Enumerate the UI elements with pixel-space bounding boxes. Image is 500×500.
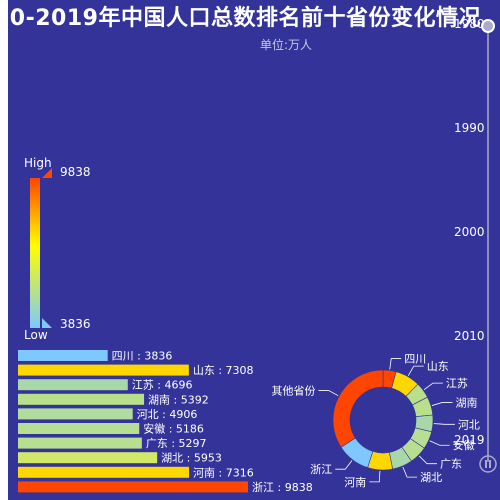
bar-label-河北: 河北 : 4906 (137, 408, 198, 421)
timeline[interactable]: 1980 1990 2000 2010 2019 (454, 17, 497, 473)
visual-map-low-label: Low (24, 328, 48, 342)
bar-label-安徽: 安徽 : 5186 (143, 422, 204, 436)
bar-江苏[interactable] (18, 379, 128, 391)
pie-leader-广东 (418, 455, 437, 465)
visual-map-low-handle[interactable] (42, 318, 52, 328)
bar-广东[interactable] (18, 437, 142, 449)
bar-label-江苏: 江苏 : 4696 (132, 379, 193, 392)
pie-label-湖北: 湖北 (420, 471, 442, 484)
bar-label-湖南: 湖南 : 5392 (148, 393, 209, 406)
pie-leader-江苏 (423, 382, 443, 391)
pie-leader-河北 (433, 423, 455, 425)
pie-leader-安徽 (429, 440, 450, 446)
pie-label-江苏: 江苏 (446, 377, 468, 390)
timeline-current-marker[interactable] (481, 19, 495, 33)
chart-canvas: High 9838 3836 Low 1980 1990 2000 2010 2… (18, 17, 497, 494)
bar-label-山东: 山东 : 7308 (193, 364, 254, 377)
pie-slice-其他省份[interactable] (332, 369, 384, 448)
bar-安徽[interactable] (18, 423, 140, 434)
pie-leader-浙江 (335, 460, 353, 470)
bar-浙江[interactable] (18, 481, 248, 493)
bar-河北[interactable] (18, 408, 133, 420)
visual-map-min-value: 3836 (60, 317, 91, 331)
visual-map[interactable]: High 9838 3836 Low (24, 156, 91, 342)
bar-label-河南: 河南 : 7316 (193, 466, 254, 479)
bar-湖南[interactable] (18, 393, 145, 405)
bar-label-四川: 四川 : 3836 (112, 350, 173, 363)
bar-label-广东: 广东 : 5297 (146, 437, 207, 450)
chart-title: 80-2019年中国人口总数排名前十省份变化情况 (8, 6, 481, 31)
timeline-tick-2019[interactable]: 2019 (454, 433, 485, 447)
pie-label-山东: 山东 (427, 360, 449, 373)
visual-map-high-label: High (24, 156, 52, 170)
timeline-tick-2000[interactable]: 2000 (454, 225, 485, 239)
pie-label-四川: 四川 (404, 353, 426, 366)
bar-河南[interactable] (18, 466, 190, 478)
bar-山东[interactable] (18, 364, 189, 376)
bar-label-湖北: 湖北 : 5953 (161, 452, 222, 465)
pie-label-河南: 河南 (344, 476, 366, 489)
visual-map-high-handle[interactable] (42, 168, 52, 178)
pie-leader-四川 (389, 358, 402, 370)
bar-湖北[interactable] (18, 452, 158, 464)
pie-label-其他省份: 其他省份 (272, 384, 316, 397)
pie-label-湖南: 湖南 (455, 396, 477, 409)
chart-area: 80-2019年中国人口总数排名前十省份变化情况 单位:万人 High 9838… (8, 0, 500, 500)
timeline-tick-2010[interactable]: 2010 (454, 329, 485, 343)
bar-四川[interactable] (18, 350, 108, 361)
visual-map-gradient-bar[interactable] (30, 178, 40, 328)
pie-label-广东: 广东 (440, 458, 462, 471)
pie-leader-湖北 (402, 466, 418, 478)
timeline-tick-1980[interactable]: 1980 (454, 17, 485, 31)
pie-leader-其他省份 (318, 390, 339, 397)
chart-subtitle: 单位:万人 (259, 38, 313, 52)
visual-map-max-value: 9838 (60, 165, 91, 179)
pie-label-安徽: 安徽 (453, 438, 475, 452)
timeline-tick-1990[interactable]: 1990 (454, 121, 485, 135)
pie-label-河北: 河北 (458, 418, 480, 431)
pie-leader-山东 (407, 365, 424, 376)
pie-leader-湖南 (431, 402, 453, 406)
pause-icon[interactable] (479, 455, 497, 473)
pie-leader-河南 (369, 470, 381, 483)
pie-label-浙江: 浙江 (310, 463, 332, 476)
bar-label-浙江: 浙江 : 9838 (252, 481, 313, 494)
